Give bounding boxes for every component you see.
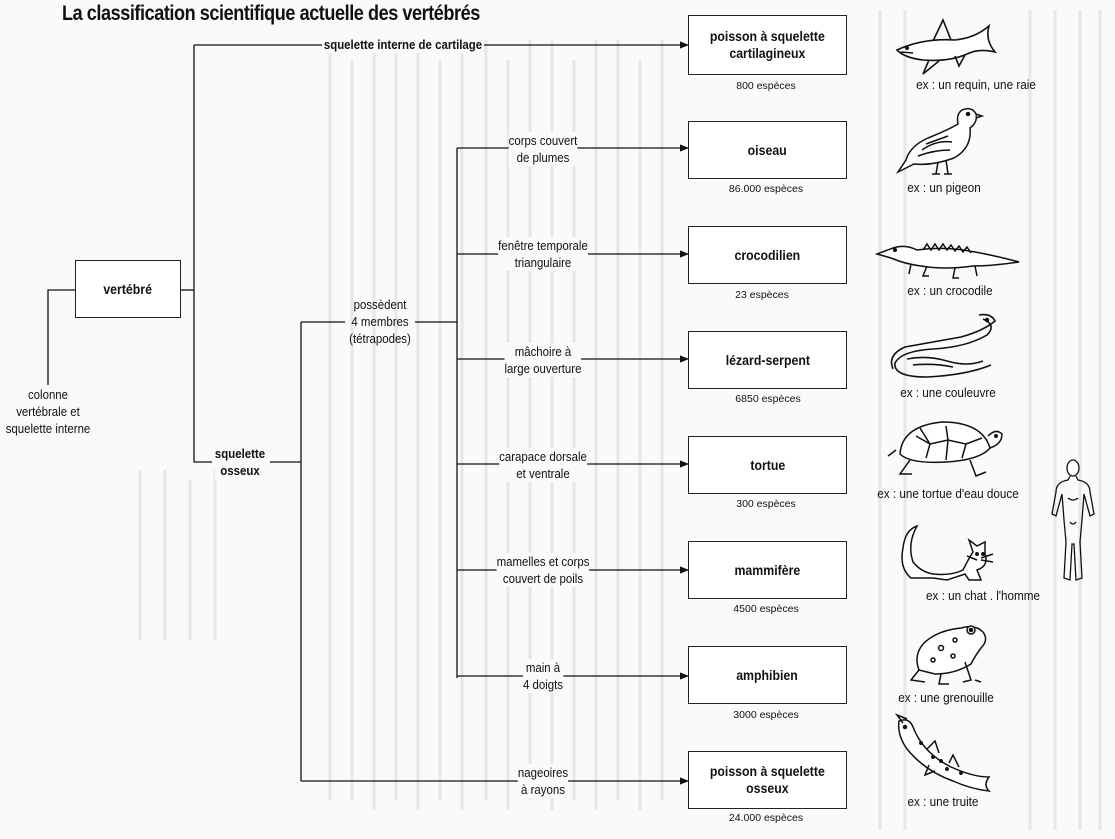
trout-icon: [894, 713, 992, 792]
count-mammifere: 4500 espèces: [733, 603, 799, 615]
count-tortue: 300 espèces: [736, 498, 796, 510]
example-amphibien: ex : une grenouille: [898, 690, 994, 705]
group-box-amphibien: amphibien: [688, 646, 847, 704]
cat-icon: [901, 524, 994, 581]
criterion-crocodilien: fenêtre temporale triangulaire: [498, 237, 588, 271]
count-poisson-osseux: 24.000 espèces: [728, 812, 804, 824]
group-box-cartilagineux: poisson à squelette cartilagineux: [688, 15, 847, 75]
vertebre-label: vertébré: [103, 280, 153, 297]
criterion-tortue: carapace dorsale et ventrale: [499, 448, 587, 482]
group-box-mammifere: mammifère: [688, 541, 847, 599]
count-lezard: 6850 espèces: [735, 393, 801, 405]
shark-icon: [895, 18, 998, 75]
group-box-oiseau: oiseau: [688, 121, 847, 179]
group-box-lezard-serpent: lézard-serpent: [688, 331, 847, 389]
cartilage-branch-label: squelette interne de cartilage: [322, 36, 484, 53]
human-icon: [1051, 459, 1095, 581]
count-oiseau: 86.000 espèces: [728, 183, 804, 195]
criterion-mammifere: mamelles et corps couvert de poils: [496, 553, 590, 587]
example-mammifere: ex : un chat . l'homme: [925, 588, 1041, 603]
example-cartilagineux: ex : un requin, une raie: [916, 77, 1036, 92]
group-box-tortue: tortue: [688, 436, 847, 494]
crocodile-icon: [875, 242, 1020, 279]
example-crocodilien: ex : un crocodile: [907, 283, 993, 298]
count-cartilagineux: 800 espèces: [736, 80, 796, 92]
count-amphibien: 3000 espèces: [733, 709, 799, 721]
vertebre-box: vertébré: [75, 260, 181, 318]
example-lezard: ex : une couleuvre: [900, 385, 996, 400]
tetrapodes-label: possèdent 4 membres (tétrapodes): [349, 297, 411, 346]
root-connector: [47, 289, 75, 385]
group-box-poisson-osseux: poisson à squelette osseux: [688, 751, 847, 809]
skeleton-split-line: [193, 45, 212, 463]
criterion-oiseau: corps couvert de plumes: [508, 132, 578, 166]
frog-icon: [909, 625, 987, 685]
osseux-branch-label: squelette osseux: [214, 445, 266, 479]
snake-icon: [890, 313, 996, 378]
nageoires-label: nageoires à rayons: [517, 764, 569, 798]
root-criterion-label: colonne vertébrale et squelette interne: [5, 387, 91, 436]
criterion-amphibien: main à 4 doigts: [522, 659, 564, 693]
group-box-crocodilien: crocodilien: [688, 226, 847, 284]
example-tortue: ex : une tortue d'eau douce: [877, 486, 1019, 501]
criterion-lezard: mâchoire à large ouverture: [504, 343, 582, 377]
turtle-icon: [887, 421, 1003, 477]
pigeon-icon: [895, 107, 984, 175]
example-poisson-osseux: ex : une truite: [907, 794, 979, 809]
count-crocodilien: 23 espèces: [735, 289, 789, 301]
diagram-title: La classification scientifique actuelle …: [62, 2, 480, 25]
example-oiseau: ex : un pigeon: [907, 180, 981, 195]
